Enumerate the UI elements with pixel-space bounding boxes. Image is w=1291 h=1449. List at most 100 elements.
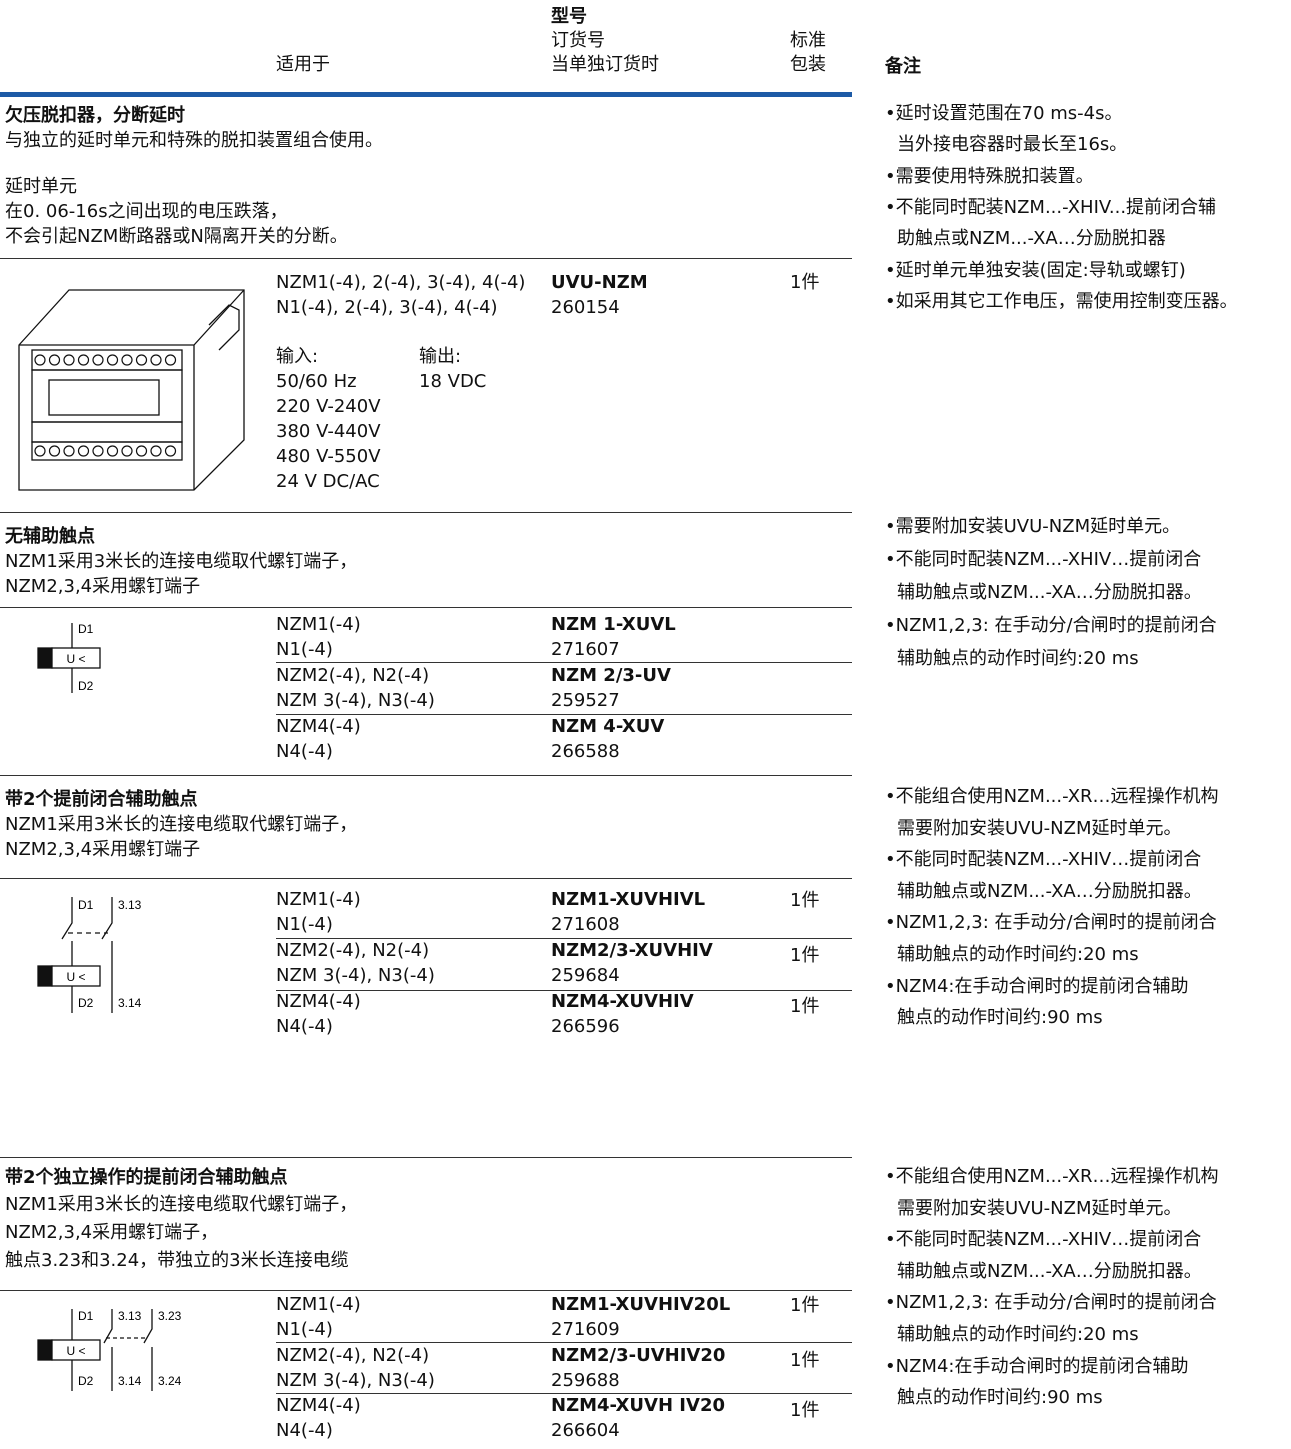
pack: 1件 <box>790 890 820 911</box>
header-remarks: 备注 <box>885 56 921 77</box>
pack: 1件 <box>790 1400 820 1421</box>
terminal <box>48 354 61 366</box>
terminal <box>164 445 177 457</box>
applies: N4(-4) <box>276 1420 333 1441</box>
applies: NZM1(-4) <box>276 614 361 635</box>
section-title: 带2个提前闭合辅助触点 <box>5 789 198 810</box>
section-desc: NZM2,3,4采用螺钉端子 <box>5 576 201 597</box>
terminal-label: D1 <box>78 898 94 912</box>
order-number: 266588 <box>551 741 620 762</box>
terminal <box>106 445 119 457</box>
note: •NZM1,2,3: 在手动分/合闸时的提前闭合 <box>885 912 1217 934</box>
pack: 1件 <box>790 272 820 293</box>
terminal <box>135 354 148 366</box>
rule <box>276 714 852 715</box>
note: •不能组合使用NZM...-XR…远程操作机构 <box>885 1166 1219 1187</box>
terminal <box>92 354 104 366</box>
applies: NZM1(-4), 2(-4), 3(-4), 4(-4) <box>276 272 526 293</box>
pack: 1件 <box>790 1295 820 1316</box>
io-input: 380 V-440V <box>276 421 381 442</box>
rule <box>0 1157 852 1158</box>
applies: NZM1(-4) <box>276 889 361 910</box>
applies: N4(-4) <box>276 1016 333 1037</box>
section-desc: NZM2,3,4采用螺钉端子， <box>5 1222 219 1243</box>
order-number: 271609 <box>551 1319 620 1340</box>
rule <box>276 1342 852 1343</box>
note: •NZM1,2,3: 在手动分/合闸时的提前闭合 <box>885 615 1217 636</box>
applies: NZM2(-4), N2(-4) <box>276 940 430 961</box>
note: 辅助触点或NZM...-XA…分励脱扣器。 <box>897 880 1202 902</box>
applies: NZM2(-4), N2(-4) <box>276 665 430 686</box>
section-desc: 触点3.23和3.24，带独立的3米长连接电缆 <box>5 1250 349 1271</box>
header-pack: 包装 <box>790 54 826 75</box>
terminal-label: D1 <box>78 1309 94 1323</box>
section-desc: NZM1采用3米长的连接电缆取代螺钉端子， <box>5 1194 358 1215</box>
note: 需要附加安装UVU-NZM延时单元。 <box>897 1197 1182 1219</box>
order-number: 271608 <box>551 914 620 935</box>
applies: N1(-4) <box>276 639 333 660</box>
applies: N1(-4), 2(-4), 3(-4), 4(-4) <box>276 297 498 318</box>
terminal <box>92 445 104 457</box>
rule <box>276 990 852 991</box>
model: NZM4-XUVH IV20 <box>551 1395 725 1416</box>
note: •如采用其它工作电压，需使用控制变压器。 <box>885 290 1238 312</box>
terminal <box>77 445 90 457</box>
terminal <box>121 354 133 366</box>
model: NZM4-XUVHIV <box>551 991 694 1012</box>
circuit-diagram: U < D1 3.13 3.23 D2 3.14 3.24 <box>37 1309 182 1391</box>
section-desc: NZM1采用3米长的连接电缆取代螺钉端子， <box>5 814 358 835</box>
header-pack: 标准 <box>790 30 826 51</box>
note: 辅助触点的动作时间约:20 ms <box>897 648 1139 669</box>
io-label: 输出: <box>419 346 462 367</box>
note: 当外接电容器时最长至16s。 <box>897 134 1128 156</box>
order-number: 260154 <box>551 297 620 318</box>
note: 助触点或NZM...-XA…分励脱扣器 <box>897 228 1166 250</box>
circuit-diagram: U < D1 3.13 D2 3.14 <box>37 897 142 1013</box>
order-number: 266604 <box>551 1420 620 1441</box>
pack: 1件 <box>790 1349 820 1371</box>
terminal <box>48 445 61 457</box>
rule <box>0 775 852 776</box>
terminal <box>135 445 148 457</box>
note: •不能同时配装NZM...-XHIV...提前闭合辅 <box>885 196 1217 218</box>
section-extra: 在0. 06-16s之间出现的电压跌落， <box>5 201 288 222</box>
terminal-label: 3.14 <box>118 1374 142 1388</box>
note: •不能同时配装NZM...-XHIV…提前闭合 <box>885 549 1202 570</box>
note: 辅助触点的动作时间约:20 ms <box>897 1324 1139 1345</box>
terminal-label: D2 <box>78 1374 94 1388</box>
applies: N1(-4) <box>276 1319 333 1340</box>
io-input: 480 V-550V <box>276 446 381 467</box>
terminal <box>34 354 46 366</box>
terminal <box>34 445 46 457</box>
applies: NZM4(-4) <box>276 716 361 737</box>
circuit-diagram: U < D1 D2 <box>37 622 101 693</box>
note: •NZM4:在手动合闸时的提前闭合辅助 <box>885 1355 1189 1377</box>
note: •NZM4:在手动合闸时的提前闭合辅助 <box>885 975 1189 997</box>
model: NZM2/3-UVHIV20 <box>551 1344 726 1366</box>
applies: NZM1(-4) <box>276 1294 361 1315</box>
model: NZM 1-XUVL <box>551 614 676 635</box>
terminal <box>106 354 119 366</box>
applies: NZM4(-4) <box>276 991 361 1012</box>
order-number: 259527 <box>551 690 620 711</box>
terminals <box>34 354 177 457</box>
terminal <box>63 445 75 457</box>
terminal-label: D1 <box>78 622 94 636</box>
model: NZM 4-XUV <box>551 716 665 737</box>
note: •需要使用特殊脱扣装置。 <box>885 165 1094 187</box>
order-number: 266596 <box>551 1016 620 1037</box>
rule <box>0 258 852 259</box>
io-input: 24 V DC/AC <box>276 471 380 492</box>
order-number: 271607 <box>551 639 620 660</box>
terminal-label: 3.24 <box>158 1374 182 1388</box>
header-order: 订货号 <box>551 30 605 51</box>
coil-label: U < <box>66 1344 85 1358</box>
io-input: 220 V-240V <box>276 396 381 417</box>
section-title: 带2个独立操作的提前闭合辅助触点 <box>5 1167 288 1188</box>
note: •需要附加安装UVU-NZM延时单元。 <box>885 516 1181 537</box>
io-output: 18 VDC <box>419 371 487 392</box>
note: 需要附加安装UVU-NZM延时单元。 <box>897 817 1182 839</box>
section-title: 无辅助触点 <box>5 526 95 547</box>
device-image <box>18 289 245 491</box>
